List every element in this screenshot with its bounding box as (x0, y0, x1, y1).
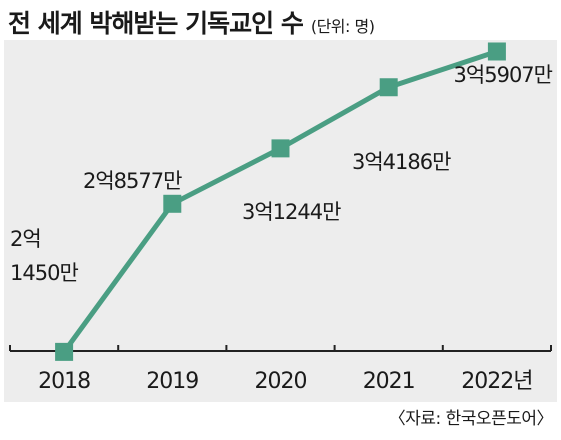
data-point-marker (487, 42, 506, 61)
data-label: 2억8577만 (83, 169, 182, 193)
data-point-marker (163, 194, 182, 213)
x-tick-label: 2021 (363, 369, 415, 394)
data-label: 1450만 (10, 261, 78, 285)
line-chart: 2018 2019 2020 2021 2022년 2억 1450만 2억8577만 3억124… (9, 42, 554, 394)
x-tick-label: 2022년 (461, 369, 532, 394)
data-label: 3억4186만 (352, 150, 451, 174)
data-label: 2억 (10, 227, 41, 251)
x-tick-label: 2018 (38, 369, 90, 394)
x-tick-label: 2020 (255, 369, 307, 394)
data-point-marker (271, 139, 290, 158)
data-point-marker (55, 342, 74, 361)
unit-note: (단위: 명) (310, 17, 375, 36)
chart-title: 전 세계 박해받는 기독교인 수 (8, 9, 304, 38)
data-label: 3억1244만 (242, 200, 341, 224)
plot-panel: 2018 2019 2020 2021 2022년 2억 1450만 2억8577만 3억124… (4, 40, 557, 402)
title-row: 전 세계 박해받는 기독교인 수 (단위: 명) (8, 4, 375, 38)
data-point-marker (379, 78, 398, 97)
source-note: 〈자료: 한국오픈도어〉 (388, 409, 554, 429)
x-tick-label: 2019 (146, 369, 198, 394)
data-label: 3억5907만 (454, 63, 553, 87)
